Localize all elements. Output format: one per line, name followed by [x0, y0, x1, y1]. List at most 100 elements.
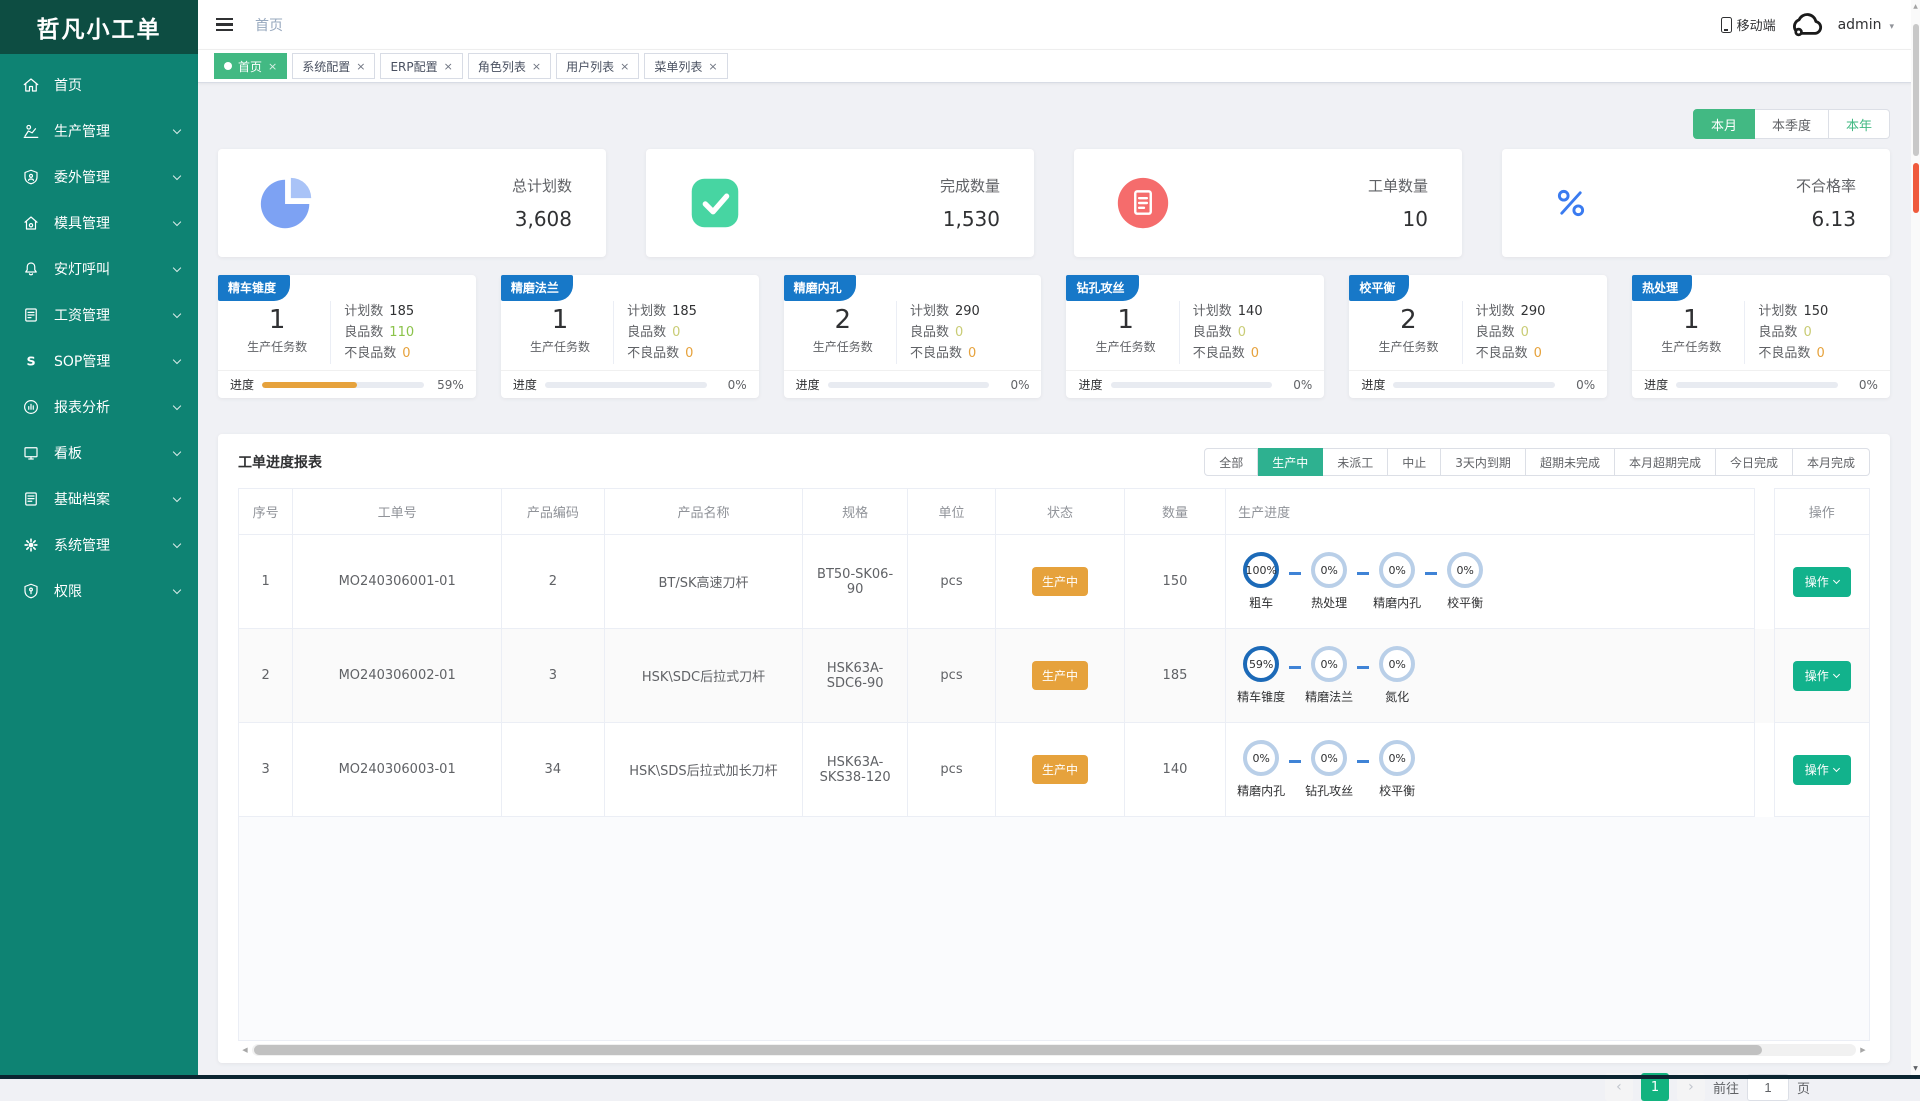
tab-4[interactable]: 用户列表 ×	[556, 53, 640, 79]
close-icon[interactable]: ×	[443, 59, 453, 73]
horizontal-scrollbar[interactable]: ◀ ▶	[238, 1043, 1870, 1057]
scroll-down-icon[interactable]: ▼	[1913, 1065, 1918, 1072]
sidebar-item-permission[interactable]: 权限	[0, 568, 198, 614]
hamburger-menu-icon[interactable]	[212, 13, 237, 37]
stat-value: 150	[1803, 304, 1829, 319]
cell-action: 操作	[1773, 628, 1871, 723]
filter-button-6[interactable]: 本月超期完成	[1614, 448, 1716, 476]
board-icon	[22, 444, 40, 462]
sidebar-item-label: 模具管理	[54, 216, 110, 232]
filter-button-5[interactable]: 超期未完成	[1525, 448, 1615, 476]
filter-button-2[interactable]: 未派工	[1323, 448, 1389, 476]
system-icon	[22, 536, 40, 554]
filter-button-1[interactable]: 生产中	[1258, 448, 1324, 476]
column-header-0: 序号	[237, 488, 294, 535]
cell-spec: BT50-SK06-90	[802, 534, 908, 629]
mobile-link[interactable]: 移动端	[1720, 15, 1776, 34]
row-action-button[interactable]: 操作	[1792, 566, 1851, 597]
close-icon[interactable]: ×	[708, 59, 718, 73]
horizontal-scrollbar-thumb[interactable]	[254, 1045, 1762, 1055]
row-action-button[interactable]: 操作	[1792, 660, 1851, 691]
stat-label: 计划数	[1475, 304, 1515, 319]
step-connector	[1289, 666, 1302, 669]
scroll-up-icon[interactable]: ▲	[1913, 3, 1918, 10]
period-button-2[interactable]: 本年	[1828, 109, 1890, 139]
cell-spec: HSK63A-SDC6-90	[802, 628, 908, 723]
tab-3[interactable]: 角色列表 ×	[467, 53, 552, 79]
filter-button-3[interactable]: 中止	[1388, 448, 1442, 476]
chevron-down-icon	[172, 309, 182, 318]
column-header-8: 生产进度	[1225, 488, 1756, 535]
process-progress: 进度 0%	[1632, 370, 1890, 398]
cell-qty: 185	[1123, 628, 1227, 723]
stat-value: 0	[1533, 346, 1542, 361]
period-button-0[interactable]: 本月	[1692, 109, 1755, 139]
sidebar-item-home[interactable]: 首页	[0, 62, 198, 108]
sidebar-item-production[interactable]: 生产管理	[0, 108, 198, 154]
close-icon[interactable]: ×	[268, 59, 278, 73]
stat-value: 0	[1237, 325, 1247, 340]
vertical-scrollbar-thumb[interactable]	[1912, 24, 1919, 156]
filter-button-7[interactable]: 今日完成	[1715, 448, 1793, 476]
period-button-1[interactable]: 本季度	[1754, 109, 1829, 139]
close-icon[interactable]: ×	[531, 59, 542, 73]
stat-value: 185	[672, 304, 697, 319]
filter-button-8[interactable]: 本月完成	[1792, 448, 1870, 476]
vertical-scrollbar[interactable]: ▲ ▼	[1911, 0, 1920, 1079]
check-icon	[684, 172, 746, 234]
close-icon[interactable]: ×	[620, 59, 630, 73]
cell-order-no: MO240306003-01	[292, 722, 503, 817]
stat-title: 工单数量	[1367, 177, 1428, 195]
active-tab-dot	[224, 62, 232, 70]
tags-bar: 首页 × 系统配置 × ERP配置 × 角色列表 × 用户列表 × 菜单列表 ×	[198, 50, 1920, 83]
tab-2[interactable]: ERP配置 ×	[380, 53, 463, 79]
chevron-down-icon	[172, 263, 182, 272]
tab-1[interactable]: 系统配置 ×	[292, 53, 376, 79]
sidebar-item-archive[interactable]: 基础档案	[0, 476, 198, 522]
stat-title: 完成数量	[939, 177, 1000, 195]
stat-value: 0	[1520, 325, 1529, 340]
process-stat-plan: 计划数 140	[1193, 301, 1317, 322]
tab-5[interactable]: 菜单列表 ×	[644, 53, 728, 79]
status-badge: 生产中	[1031, 661, 1088, 690]
sidebar-item-system[interactable]: 系统管理	[0, 522, 198, 568]
horizontal-scrollbar-track[interactable]	[252, 1044, 1856, 1056]
stat-label: 良品数	[1475, 325, 1515, 340]
sidebar-item-mold[interactable]: 模具管理	[0, 200, 198, 246]
sidebar-item-salary[interactable]: 工资管理	[0, 292, 198, 338]
stat-text: 工单数量 10	[1368, 175, 1428, 231]
stat-value: 10	[1402, 207, 1428, 231]
username[interactable]: admin	[1837, 16, 1882, 33]
mobile-label: 移动端	[1736, 19, 1776, 34]
filter-button-4[interactable]: 3天内到期	[1441, 448, 1526, 476]
step-percent-circle: 59%	[1243, 646, 1280, 682]
sidebar-item-andon[interactable]: 安灯呼叫	[0, 246, 198, 292]
sidebar-item-board[interactable]: 看板	[0, 430, 198, 476]
process-stat-bad: 不良品数 0	[1476, 343, 1600, 364]
stat-value: 185	[389, 304, 415, 319]
scroll-right-icon[interactable]: ▶	[1860, 1046, 1866, 1054]
stat-title: 不合格率	[1795, 177, 1856, 195]
sidebar-item-report[interactable]: 报表分析	[0, 384, 198, 430]
stat-value: 3,608	[514, 207, 572, 231]
column-header-5: 单位	[906, 488, 997, 535]
cell-product-name: HSK\SDC后拉式刀杆	[603, 628, 804, 723]
progress-track	[1393, 381, 1556, 388]
breadcrumb: 首页	[255, 17, 283, 34]
scroll-left-icon[interactable]: ◀	[242, 1046, 248, 1054]
process-stat-plan: 计划数 185	[627, 301, 751, 322]
sidebar-item-outsource[interactable]: 委外管理	[0, 154, 198, 200]
filter-button-0[interactable]: 全部	[1204, 448, 1259, 476]
sidebar-item-sop[interactable]: S SOP管理	[0, 338, 198, 384]
stat-text: 总计划数 3,608	[512, 175, 572, 231]
work-order-table-card: 工单进度报表 全部 生产中 未派工 中止 3天内到期 超期未完成 本月超期完成 今日完成 本月完…	[218, 434, 1890, 1063]
scrollbar-marker	[1912, 163, 1919, 213]
tab-0[interactable]: 首页 ×	[214, 53, 288, 79]
process-step: 0% 校平衡	[1372, 740, 1422, 799]
tab-label: 系统配置	[302, 59, 351, 74]
avatar-cloud-icon[interactable]	[1788, 11, 1826, 39]
step-connector	[1357, 666, 1370, 669]
close-icon[interactable]: ×	[356, 59, 366, 73]
row-action-button[interactable]: 操作	[1792, 754, 1851, 785]
process-card-3: 钻孔攻丝 1 生产任务数 计划数 140 良品数 0 不良品数 0 进度 0%	[1066, 275, 1325, 398]
